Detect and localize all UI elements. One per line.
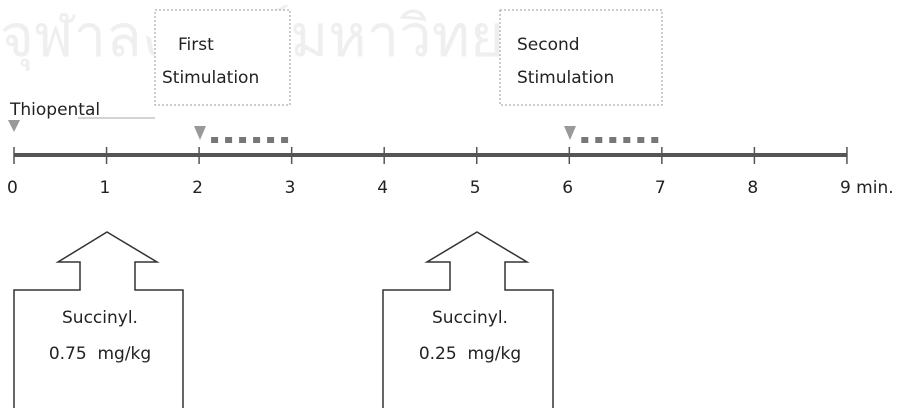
stim-pulse [225, 137, 233, 143]
stim-pulse [623, 137, 631, 143]
tick-label: 5 [470, 178, 481, 198]
stim-pulse [267, 137, 275, 143]
second-stimulation-label: Stimulation [517, 68, 614, 88]
stim-pulse [253, 137, 261, 143]
stim-pulse [595, 137, 603, 143]
tick-label: 2 [192, 178, 203, 198]
stim-pulse [651, 137, 659, 143]
dose-arrow [382, 231, 554, 408]
tick-label: 9 min. [840, 178, 894, 198]
dose-drug: Succinyl. [432, 308, 508, 328]
stim-pulse [239, 137, 247, 143]
stim-pulse [637, 137, 645, 143]
dose-amount: 0.25 mg/kg [419, 344, 521, 364]
dose-amount: 0.75 mg/kg [49, 344, 151, 364]
dose-arrow [13, 231, 184, 408]
tick-label: 8 [747, 178, 758, 198]
first-stimulation-label: Stimulation [162, 68, 259, 88]
tick-label: 0 [7, 178, 18, 198]
first-stimulation-label: First [178, 35, 214, 55]
stim-pulse [211, 137, 219, 143]
stim-pulse [281, 137, 289, 143]
second-stimulation-label: Second [517, 35, 580, 55]
stim-arrow [194, 126, 206, 140]
stim-pulse [609, 137, 617, 143]
stim-arrow [564, 126, 576, 140]
tick-label: 7 [655, 178, 666, 198]
tick-label: 3 [285, 178, 296, 198]
thiopental-arrow [8, 120, 20, 132]
dose-drug: Succinyl. [62, 308, 138, 328]
tick-label: 4 [377, 178, 388, 198]
thiopental-label: Thiopental [9, 100, 100, 120]
tick-label: 1 [100, 178, 111, 198]
stim-pulse [581, 137, 589, 143]
tick-label: 6 [562, 178, 573, 198]
first-stimulation-box [154, 9, 291, 106]
second-stimulation-box [499, 9, 663, 106]
